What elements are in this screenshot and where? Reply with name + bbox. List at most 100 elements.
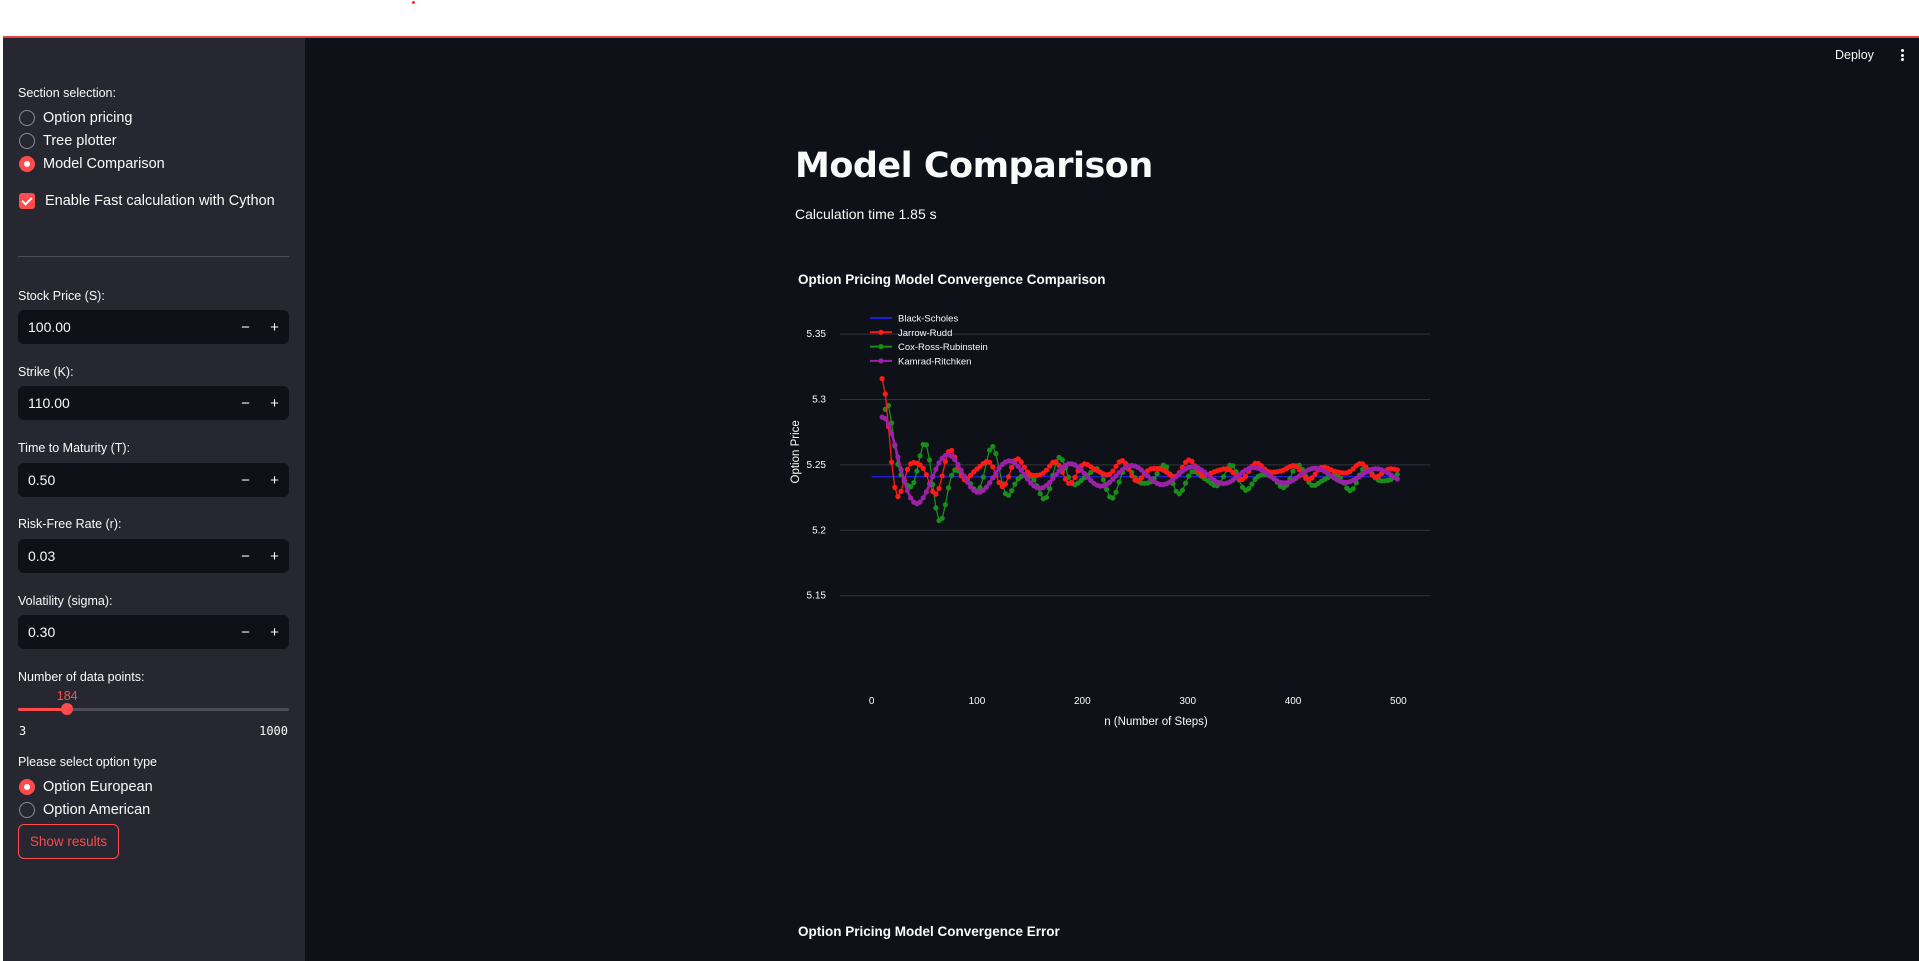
data-point-jarrow-rudd <box>936 485 942 491</box>
data-point-kamrad-ritchken <box>983 484 989 490</box>
data-point-jarrow-rudd <box>990 464 996 470</box>
data-point-jarrow-rudd <box>1002 481 1008 487</box>
data-point-jarrow-rudd <box>920 465 926 471</box>
show-results-button[interactable]: Show results <box>18 824 119 859</box>
radio-option-pricing[interactable]: Option pricing <box>19 110 132 126</box>
data-point-cox-ross-rubinstein <box>1037 491 1043 497</box>
decrement-button[interactable]: − <box>241 394 250 412</box>
legend-marker-cox-ross-rubinstein <box>878 344 884 350</box>
data-point-jarrow-rudd <box>933 491 939 497</box>
option-type-label: Please select option type <box>18 755 157 769</box>
strike-input[interactable]: 110.00 − + <box>18 386 289 420</box>
data-point-cox-ross-rubinstein <box>908 484 914 490</box>
increment-button[interactable]: + <box>270 318 279 336</box>
data-point-jarrow-rudd <box>1129 473 1135 479</box>
deploy-button[interactable]: Deploy <box>1835 48 1874 62</box>
input-value[interactable]: 100.00 <box>28 319 71 335</box>
data-point-kamrad-ritchken <box>930 474 936 480</box>
data-point-jarrow-rudd <box>1312 471 1318 477</box>
series-line-cox-ross-rubinstein <box>884 403 1398 522</box>
data-point-kamrad-ritchken <box>1056 468 1062 474</box>
data-point-cox-ross-rubinstein <box>911 480 917 486</box>
radio-model-comparison[interactable]: Model Comparison <box>19 156 165 172</box>
decrement-button[interactable]: − <box>241 623 250 641</box>
decrement-button[interactable]: − <box>241 547 250 565</box>
data-point-jarrow-rudd <box>1018 459 1024 465</box>
data-point-cox-ross-rubinstein <box>1009 488 1015 494</box>
data-point-cox-ross-rubinstein <box>1012 481 1018 487</box>
radio-tree-plotter[interactable]: Tree plotter <box>19 133 117 149</box>
data-point-kamrad-ritchken <box>987 480 993 486</box>
y-tick-label: 5.3 <box>812 395 826 406</box>
increment-button[interactable]: + <box>270 471 279 489</box>
slider-thumb[interactable] <box>61 703 74 715</box>
radio-option-european[interactable]: Option European <box>19 779 153 795</box>
error-chart-title: Option Pricing Model Convergence Error <box>798 924 1060 939</box>
maturity-input[interactable]: 0.50 − + <box>18 463 289 497</box>
strike-label: Strike (K): <box>18 365 74 379</box>
data-point-cox-ross-rubinstein <box>1059 457 1065 463</box>
data-point-kamrad-ritchken <box>936 460 942 466</box>
data-point-jarrow-rudd <box>898 488 904 494</box>
data-point-kamrad-ritchken <box>1047 479 1053 485</box>
data-point-jarrow-rudd <box>882 391 888 397</box>
maturity-label: Time to Maturity (T): <box>18 441 131 455</box>
slider-fill <box>18 708 68 711</box>
volatility-input[interactable]: 0.30 − + <box>18 615 289 649</box>
data-point-cox-ross-rubinstein <box>914 468 920 474</box>
data-point-jarrow-rudd <box>1062 476 1069 482</box>
x-tick-label: 100 <box>969 696 986 707</box>
data-point-kamrad-ritchken <box>901 478 907 484</box>
input-value[interactable]: 0.30 <box>28 624 56 640</box>
radio-label: Option European <box>43 779 153 795</box>
data-point-jarrow-rudd <box>895 493 901 500</box>
data-point-kamrad-ritchken <box>1053 472 1059 478</box>
data-point-jarrow-rudd <box>1363 464 1369 470</box>
status-dot <box>412 1 415 4</box>
data-point-cox-ross-rubinstein <box>1230 463 1236 469</box>
cython-checkbox[interactable]: Enable Fast calculation with Cython <box>19 193 275 209</box>
data-point-kamrad-ritchken <box>1081 471 1087 477</box>
data-point-jarrow-rudd <box>1009 464 1015 470</box>
decrement-button[interactable]: − <box>241 471 250 489</box>
data-point-kamrad-ritchken <box>996 465 1002 471</box>
data-point-kamrad-ritchken <box>1024 476 1031 482</box>
legend-label: Black-Scholes <box>898 314 958 325</box>
checkbox-checked <box>19 193 35 209</box>
data-point-jarrow-rudd <box>1296 467 1302 473</box>
data-point-kamrad-ritchken <box>990 475 996 481</box>
data-point-kamrad-ritchken <box>968 484 974 490</box>
sidebar: Section selection: Option pricing Tree p… <box>3 38 305 961</box>
data-point-cox-ross-rubinstein <box>1183 480 1189 486</box>
more-menu-icon[interactable] <box>1896 46 1908 64</box>
decrement-button[interactable]: − <box>241 318 250 336</box>
data-point-kamrad-ritchken <box>958 467 964 473</box>
y-tick-label: 5.25 <box>807 460 827 471</box>
data-point-cox-ross-rubinstein <box>1164 464 1170 470</box>
legend-marker-jarrow-rudd <box>878 329 884 335</box>
data-point-kamrad-ritchken <box>1078 467 1084 473</box>
input-value[interactable]: 0.50 <box>28 472 56 488</box>
radio-label: Option pricing <box>43 110 133 126</box>
radio-option-american[interactable]: Option American <box>19 802 150 818</box>
input-value[interactable]: 0.03 <box>28 548 56 564</box>
stock-price-input[interactable]: 100.00 − + <box>18 310 289 344</box>
data-point-kamrad-ritchken <box>1110 476 1116 482</box>
data-point-jarrow-rudd <box>1053 459 1059 465</box>
input-value[interactable]: 110.00 <box>28 395 70 411</box>
data-point-jarrow-rudd <box>1021 464 1027 470</box>
data-points-slider[interactable] <box>18 703 289 715</box>
x-tick-label: 200 <box>1074 696 1091 707</box>
y-tick-label: 5.2 <box>812 525 826 536</box>
legend-label: Cox-Ross-Rubinstein <box>898 342 988 353</box>
data-point-kamrad-ritchken <box>1018 467 1024 473</box>
radio-circle-selected <box>19 156 35 172</box>
increment-button[interactable]: + <box>270 394 279 412</box>
data-point-cox-ross-rubinstein <box>987 447 993 453</box>
increment-button[interactable]: + <box>270 547 279 565</box>
risk-free-input[interactable]: 0.03 − + <box>18 539 289 573</box>
data-point-cox-ross-rubinstein <box>949 472 955 478</box>
increment-button[interactable]: + <box>270 623 279 641</box>
data-point-cox-ross-rubinstein <box>1290 468 1296 474</box>
data-point-kamrad-ritchken <box>898 466 904 473</box>
